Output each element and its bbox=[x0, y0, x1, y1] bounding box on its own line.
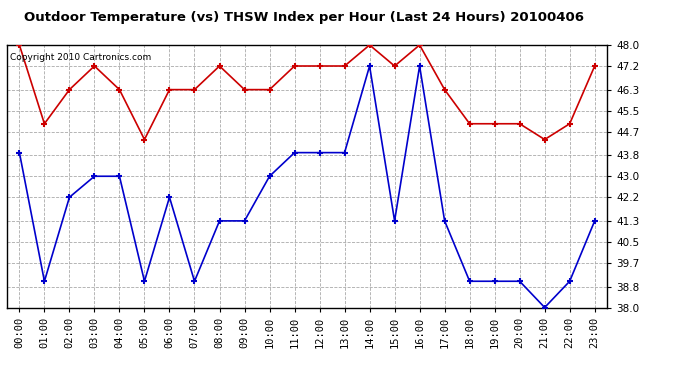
Text: Outdoor Temperature (vs) THSW Index per Hour (Last 24 Hours) 20100406: Outdoor Temperature (vs) THSW Index per … bbox=[23, 11, 584, 24]
Text: Copyright 2010 Cartronics.com: Copyright 2010 Cartronics.com bbox=[10, 53, 151, 62]
